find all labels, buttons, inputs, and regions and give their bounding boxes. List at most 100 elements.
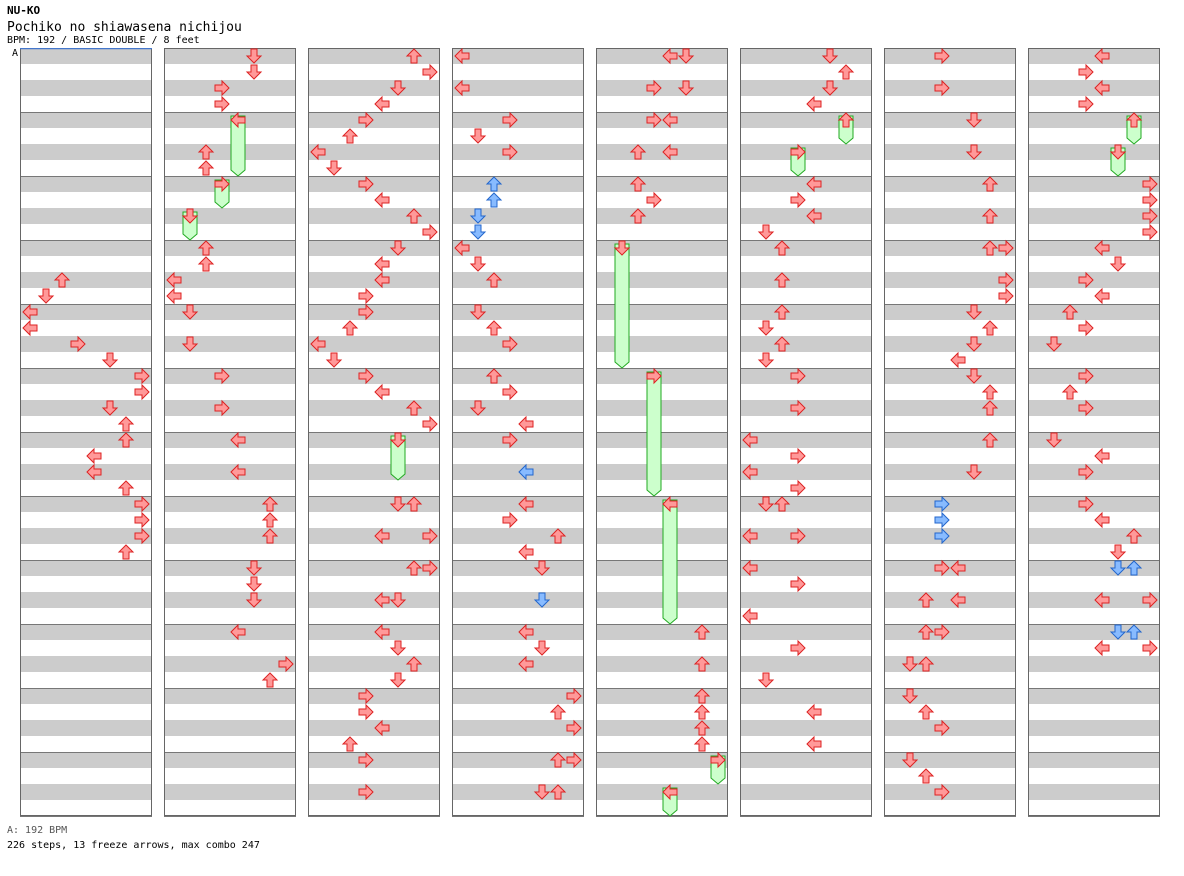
beat-stripe <box>452 336 584 352</box>
left-arrow-icon <box>86 463 102 481</box>
up-arrow-icon <box>1125 528 1143 544</box>
down-arrow-icon <box>389 432 407 448</box>
right-arrow-icon <box>566 751 582 769</box>
down-arrow-icon <box>1109 624 1127 640</box>
beat-stripe <box>452 464 584 480</box>
up-arrow-icon <box>693 720 711 736</box>
beat-stripe <box>20 688 152 704</box>
up-arrow-icon <box>981 384 999 400</box>
right-arrow-icon <box>790 367 806 385</box>
down-arrow-icon <box>677 48 695 64</box>
right-arrow-icon <box>998 271 1014 289</box>
beat-stripe <box>1028 208 1160 224</box>
right-arrow-icon <box>134 527 150 545</box>
right-arrow-icon <box>358 703 374 721</box>
beat-stripe <box>20 720 152 736</box>
beat-stripe <box>884 624 1016 640</box>
beat-stripe <box>308 496 440 512</box>
beat-stripe <box>20 208 152 224</box>
beat-stripe <box>452 112 584 128</box>
beat-stripe <box>164 304 296 320</box>
beat-stripe <box>1028 688 1160 704</box>
chart-summary: 226 steps, 13 freeze arrows, max combo 2… <box>7 840 260 851</box>
beat-stripe <box>596 496 728 512</box>
right-arrow-icon <box>422 63 438 81</box>
left-arrow-icon <box>374 719 390 737</box>
left-arrow-icon <box>1094 239 1110 257</box>
down-arrow-icon <box>901 752 919 768</box>
beat-stripe <box>1028 48 1160 64</box>
beat-stripe <box>20 336 152 352</box>
beat-stripe <box>596 560 728 576</box>
chart-column-6 <box>740 48 872 817</box>
up-arrow-icon <box>693 656 711 672</box>
up-arrow-icon <box>485 192 503 208</box>
down-arrow-icon <box>469 304 487 320</box>
up-arrow-icon <box>117 544 135 560</box>
beat-stripe <box>884 48 1016 64</box>
down-arrow-icon <box>469 128 487 144</box>
right-arrow-icon <box>214 367 230 385</box>
up-arrow-icon <box>261 512 279 528</box>
beat-stripe <box>740 528 872 544</box>
right-arrow-icon <box>998 239 1014 257</box>
left-arrow-icon <box>742 431 758 449</box>
beat-stripe <box>20 752 152 768</box>
right-arrow-icon <box>1142 639 1158 657</box>
beat-stripe <box>308 240 440 256</box>
up-arrow-icon <box>629 208 647 224</box>
down-arrow-icon <box>757 352 775 368</box>
beat-stripe <box>308 80 440 96</box>
down-arrow-icon <box>245 48 263 64</box>
beat-stripe <box>884 688 1016 704</box>
freeze-arrow <box>614 243 630 369</box>
right-arrow-icon <box>934 623 950 641</box>
beat-stripe <box>20 304 152 320</box>
beat-stripe <box>452 176 584 192</box>
beat-stripe <box>164 400 296 416</box>
up-arrow-icon <box>53 272 71 288</box>
beat-stripe <box>308 304 440 320</box>
beat-stripe <box>740 368 872 384</box>
right-arrow-icon <box>934 783 950 801</box>
beat-stripe <box>308 336 440 352</box>
chart-column-7 <box>884 48 1016 817</box>
down-arrow-icon <box>1109 256 1127 272</box>
left-arrow-icon <box>742 559 758 577</box>
up-arrow-icon <box>981 176 999 192</box>
left-arrow-icon <box>950 591 966 609</box>
up-arrow-icon <box>341 320 359 336</box>
left-arrow-icon <box>374 591 390 609</box>
beat-stripe <box>884 80 1016 96</box>
left-arrow-icon <box>1094 639 1110 657</box>
right-arrow-icon <box>1142 591 1158 609</box>
left-arrow-icon <box>806 703 822 721</box>
beat-stripe <box>740 688 872 704</box>
beat-stripe <box>164 48 296 64</box>
down-arrow-icon <box>821 48 839 64</box>
right-arrow-icon <box>790 527 806 545</box>
left-arrow-icon <box>230 111 246 129</box>
left-arrow-icon <box>662 783 678 801</box>
chart-column-svg <box>308 48 440 817</box>
beat-stripe <box>452 560 584 576</box>
down-arrow-icon <box>1045 432 1063 448</box>
right-arrow-icon <box>790 639 806 657</box>
beat-stripe <box>1028 400 1160 416</box>
freeze-arrow <box>390 435 406 481</box>
up-arrow-icon <box>117 416 135 432</box>
up-arrow-icon <box>485 272 503 288</box>
down-arrow-icon <box>757 320 775 336</box>
up-arrow-icon <box>549 528 567 544</box>
up-arrow-icon <box>981 320 999 336</box>
down-arrow-icon <box>1045 336 1063 352</box>
right-arrow-icon <box>934 719 950 737</box>
beat-stripe <box>884 528 1016 544</box>
down-arrow-icon <box>389 240 407 256</box>
beat-stripe <box>740 208 872 224</box>
beat-stripe <box>884 464 1016 480</box>
down-arrow-icon <box>469 256 487 272</box>
beat-stripe <box>884 560 1016 576</box>
up-arrow-icon <box>549 704 567 720</box>
beat-stripe <box>164 112 296 128</box>
